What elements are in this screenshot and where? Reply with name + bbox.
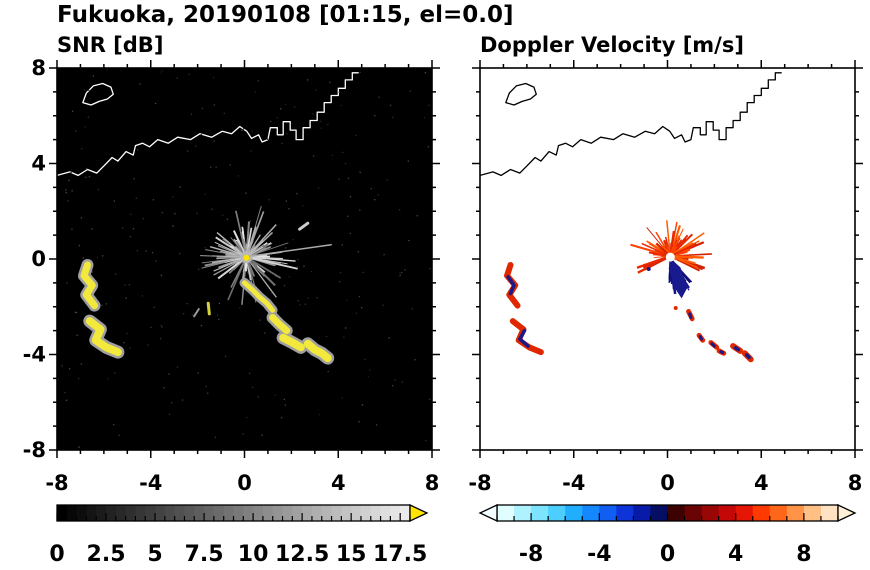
x-tick-label: 4	[331, 471, 346, 495]
axis-ticks	[472, 60, 863, 458]
coastline-island	[505, 82, 537, 106]
snr-echo	[80, 261, 98, 310]
y-tick-label: -8	[23, 438, 46, 462]
x-tick-label: -8	[45, 471, 68, 495]
colorbar-over-arrow	[837, 503, 857, 523]
colorbar-under-arrow	[478, 503, 498, 523]
x-tick-label: 0	[237, 471, 252, 495]
clutter-streak	[206, 301, 211, 316]
doppler-echo-navy	[518, 328, 530, 348]
snr-panel-title: SNR [dB]	[57, 33, 164, 57]
x-tick-label: 8	[848, 471, 863, 495]
snr-echo	[269, 314, 291, 335]
doppler-echo-navy	[744, 353, 751, 360]
doppler-echo-navy	[733, 346, 741, 352]
coastline	[480, 72, 782, 177]
doppler-echo-navy	[688, 312, 693, 319]
x-tick-label: 4	[754, 471, 769, 495]
colorbar-tick-label: 7.5	[185, 542, 224, 567]
doppler-echo-dot	[646, 267, 651, 272]
colorbar-tick-label: 12.5	[275, 542, 329, 567]
axis-ticks	[49, 60, 440, 458]
colorbar-tick-label: 8	[796, 542, 811, 567]
snr-echo	[85, 317, 122, 357]
colorbar-tick-label: -8	[519, 542, 543, 567]
colorbar-tick-label: 15	[336, 542, 367, 567]
y-tick-label: -4	[23, 343, 46, 367]
negative-velocity-wedge	[668, 259, 688, 299]
y-tick-label: 8	[31, 56, 46, 80]
doppler-echo-dot	[642, 263, 648, 269]
doppler-echo-navy	[506, 275, 516, 296]
clutter-streak	[298, 221, 310, 231]
y-tick-label: 0	[31, 247, 46, 271]
x-tick-label: 8	[425, 471, 440, 495]
colorbar-tick-label: 0	[49, 542, 64, 567]
y-tick-label: 4	[31, 152, 46, 176]
doppler-plot-area: -8 -4 0 4 8	[468, 60, 863, 495]
doppler-echo-dot	[673, 305, 678, 310]
radar-origin-dot	[243, 254, 250, 261]
snr-echo	[242, 280, 276, 313]
doppler-echo-navy	[710, 342, 716, 348]
doppler-echo-navy	[719, 350, 725, 355]
colorbar-tick-label: 4	[728, 542, 743, 567]
snr-plot-area: -8 -4 0 4 8 -8 -4 0 4 8	[23, 56, 440, 495]
clutter-streak	[246, 243, 332, 258]
colorbar-tick-label: 10	[238, 542, 269, 567]
colorbar-tick-label: 2.5	[87, 542, 126, 567]
x-tick-label: -4	[139, 471, 162, 495]
coastline-island	[82, 82, 114, 106]
x-tick-label: -8	[468, 471, 491, 495]
x-tick-label: -4	[562, 471, 585, 495]
colorbar-tick-label: -4	[587, 542, 611, 567]
snr-echo	[279, 333, 305, 352]
colorbar-tick-label: 0	[660, 542, 675, 567]
colorbar-tick-label: 17.5	[373, 542, 427, 567]
doppler-echo-navy	[698, 335, 703, 341]
colorbar-tick-label: 5	[147, 542, 162, 567]
radar-origin-dot	[665, 252, 675, 262]
figure-title: Fukuoka, 20190108 [01:15, el=0.0]	[57, 2, 514, 28]
clutter-streak	[193, 308, 200, 318]
snr-colorbar: 0 2.5 5 7.5 10 12.5 15 17.5	[49, 503, 429, 567]
x-tick-label: 0	[660, 471, 675, 495]
doppler-panel-title: Doppler Velocity [m/s]	[480, 33, 744, 57]
snr-echo	[303, 339, 332, 363]
doppler-colorbar: -8 -4 0 4 8	[478, 503, 857, 567]
colorbar-over-arrow	[409, 503, 429, 523]
